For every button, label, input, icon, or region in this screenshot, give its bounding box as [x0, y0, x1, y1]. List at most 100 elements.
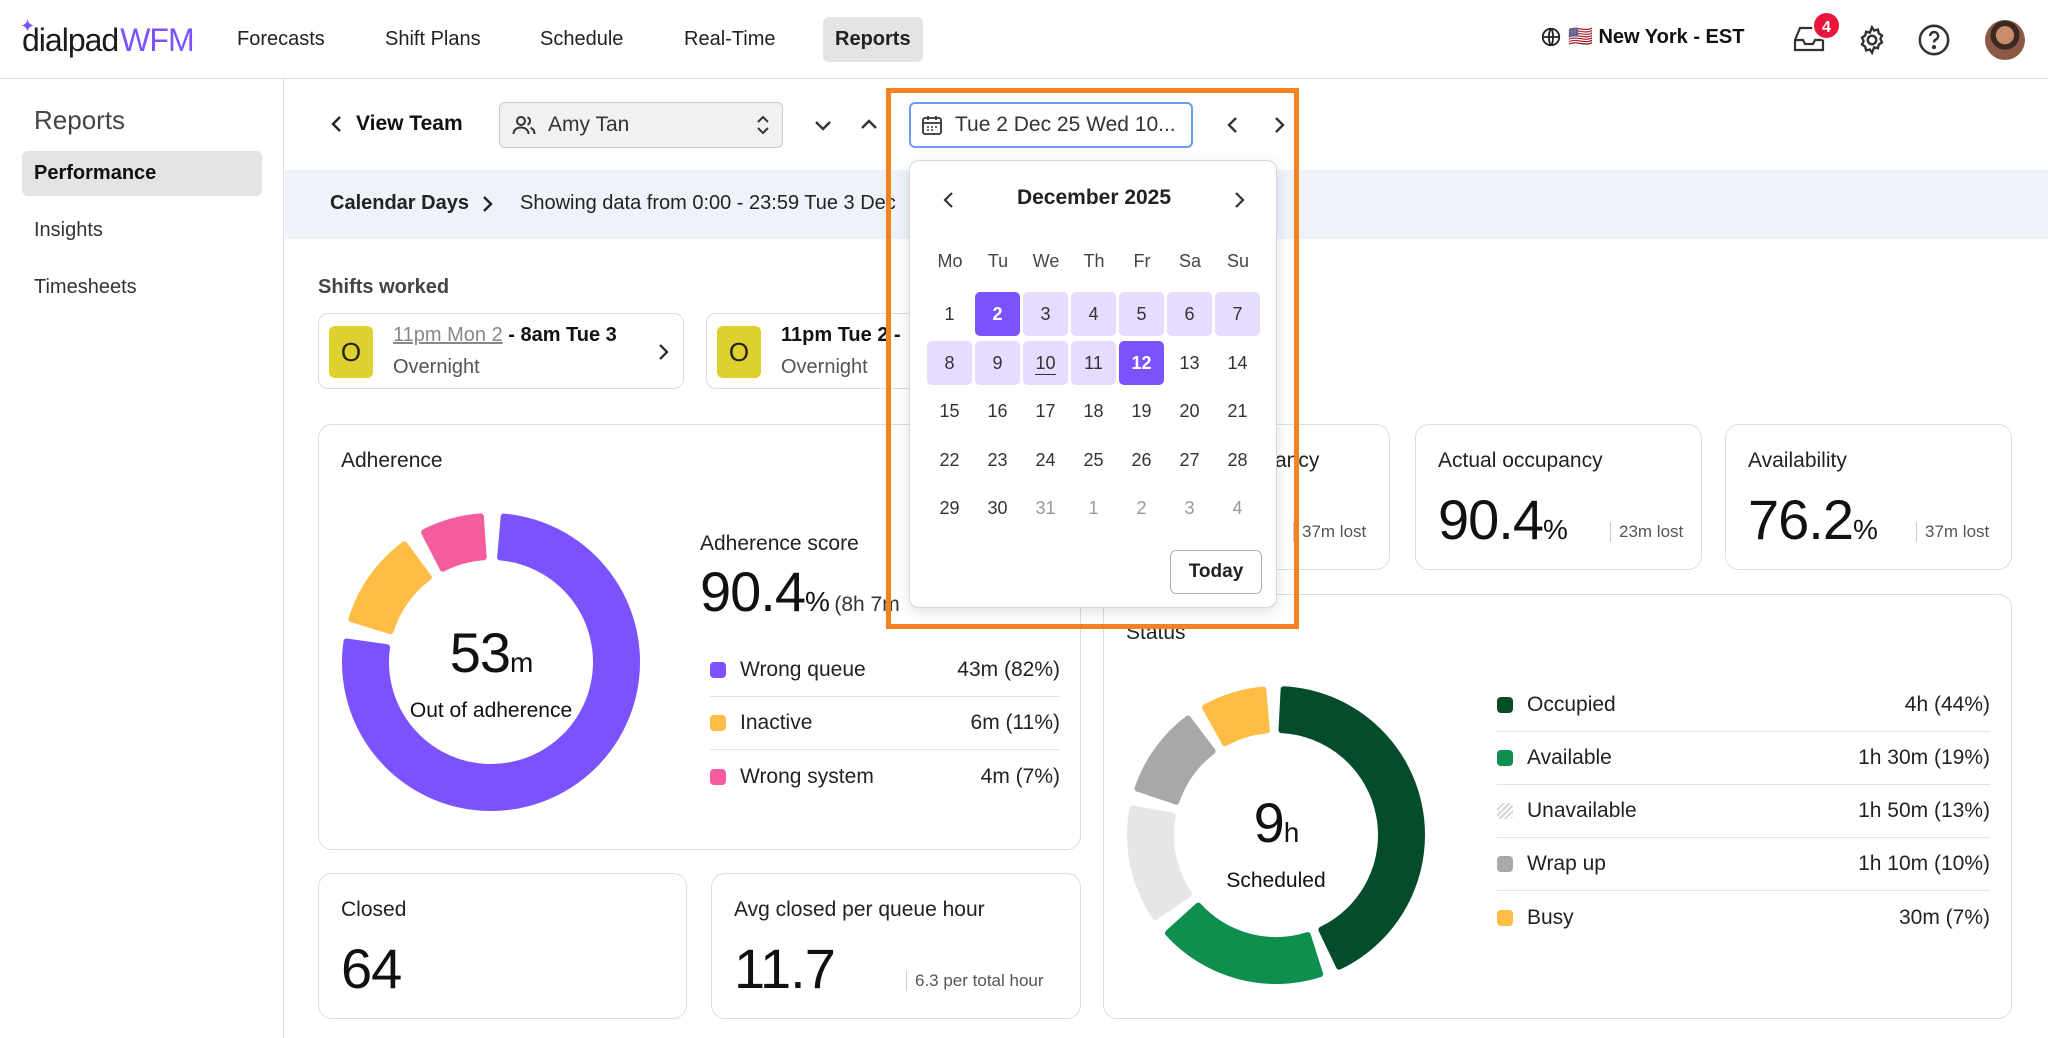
view-team-label: View Team — [356, 112, 463, 135]
calendar-icon — [921, 114, 943, 136]
calendar-day[interactable]: 14 — [1227, 353, 1248, 373]
calendar-day[interactable]: 10 — [1023, 341, 1068, 385]
shift-start-link[interactable]: 11pm Mon 2 — [393, 324, 503, 346]
sidebar-item-insights[interactable]: Insights — [34, 219, 103, 241]
legend-swatch — [710, 662, 726, 678]
view-team-link[interactable]: View Team — [330, 112, 463, 136]
calendar-day[interactable]: 2 — [975, 292, 1020, 336]
shift-start: 11pm Tue 2 - — [781, 324, 901, 346]
calendar-day[interactable]: 6 — [1167, 292, 1212, 336]
chevron-right-icon — [481, 195, 493, 213]
avg-closed-title: Avg closed per queue hour — [734, 898, 985, 921]
legend-row-wrong-queue: Wrong queue 43m (82%) — [710, 644, 1060, 697]
previous-period-icon[interactable] — [1222, 114, 1244, 136]
calendar-day[interactable]: 29 — [939, 498, 960, 518]
status-center-unit: h — [1283, 817, 1300, 848]
calendar-day[interactable]: 5 — [1119, 292, 1164, 336]
legend-label: Wrap up — [1527, 852, 1606, 875]
calendar-day[interactable]: 9 — [975, 341, 1020, 385]
calendar-day[interactable]: 23 — [987, 450, 1008, 470]
team-member-value: Amy Tan — [548, 113, 630, 136]
user-avatar[interactable] — [1985, 20, 2025, 60]
previous-month-icon[interactable] — [940, 190, 958, 210]
legend-row-wrap-up: Wrap up 1h 10m (10%) — [1497, 838, 1990, 891]
calendar-day[interactable]: 21 — [1227, 401, 1248, 421]
calendar-day[interactable]: 4 — [1232, 498, 1243, 518]
legend-swatch — [1497, 909, 1513, 926]
adherence-title: Adherence — [341, 449, 443, 472]
timezone-selector[interactable]: 🇺🇸 New York - EST — [1540, 24, 1744, 49]
users-icon — [512, 114, 536, 136]
legend-label: Inactive — [740, 711, 813, 734]
calendar-day[interactable]: 11 — [1071, 341, 1116, 385]
weekday-tu: Tu — [987, 251, 1009, 271]
adherence-center-label: Out of adherence — [409, 699, 573, 722]
chevron-up-icon[interactable] — [858, 114, 880, 136]
donut-segment-unavailable — [1127, 805, 1193, 921]
calendar-day[interactable]: 22 — [939, 450, 960, 470]
calendar-day[interactable]: 12 — [1119, 341, 1164, 385]
calendar-day[interactable]: 24 — [1035, 450, 1056, 470]
donut-segment-available — [1164, 902, 1324, 984]
actual-occupancy-unit: % — [1543, 514, 1568, 545]
shift-time: 11pm Mon 2 - 8am Tue 3 — [393, 324, 617, 347]
nav-shift-plans[interactable]: Shift Plans — [385, 28, 481, 50]
calendar-day[interactable]: 19 — [1131, 401, 1152, 421]
avg-closed-value: 11.7 — [734, 937, 836, 1000]
calendar-day[interactable]: 25 — [1083, 450, 1104, 470]
sidebar-item-performance[interactable]: Performance — [22, 151, 262, 196]
next-period-icon[interactable] — [1268, 114, 1290, 136]
nav-reports[interactable]: Reports — [823, 17, 923, 62]
legend-swatch — [1497, 803, 1513, 819]
calendar-day[interactable]: 8 — [927, 341, 972, 385]
calendar-day[interactable]: 7 — [1215, 292, 1260, 336]
calendar-days-toggle[interactable]: Calendar Days — [330, 192, 493, 215]
legend-label: Wrong system — [740, 764, 874, 788]
closed-card: Closed 64 — [318, 873, 687, 1019]
highlight-box — [886, 88, 1299, 629]
calendar-day[interactable]: 20 — [1179, 401, 1200, 421]
dialpad-wfm-logo[interactable]: ✦ dialpadWFM — [20, 16, 195, 59]
inbox-icon[interactable] — [1792, 24, 1826, 54]
legend-value: 30m (7%) — [1898, 905, 1990, 929]
reports-sidebar: Reports Performance Insights Timesheets — [0, 79, 284, 1038]
calendar-day[interactable]: 13 — [1179, 353, 1200, 373]
today-button[interactable]: Today — [1170, 550, 1262, 594]
adherence-center-unit: m — [509, 647, 533, 678]
calendar-day[interactable]: 27 — [1179, 450, 1200, 470]
calendar-day[interactable]: 18 — [1083, 401, 1104, 421]
calendar-day[interactable]: 17 — [1035, 401, 1056, 421]
date-range-input[interactable]: Tue 2 Dec 25 Wed 10... — [909, 102, 1193, 148]
shift-end: - 8am Tue 3 — [502, 324, 617, 346]
status-center-label: Scheduled — [1226, 869, 1326, 892]
nav-forecasts[interactable]: Forecasts — [237, 28, 325, 50]
weekday-sa: Sa — [1178, 251, 1202, 271]
calendar-day[interactable]: 1 — [1088, 498, 1099, 518]
calendar-day[interactable]: 16 — [987, 401, 1008, 421]
shift-card[interactable]: O 11pm Tue 2 - Overnight — [706, 313, 916, 389]
chevron-down-icon[interactable] — [812, 114, 834, 136]
shift-card[interactable]: O 11pm Mon 2 - 8am Tue 3 Overnight — [318, 313, 684, 389]
donut-segment-wrong-system — [421, 513, 487, 572]
calendar-day[interactable]: 15 — [939, 401, 960, 421]
gear-icon[interactable] — [1856, 24, 1888, 56]
calendar-day[interactable]: 26 — [1131, 450, 1152, 470]
nav-schedule[interactable]: Schedule — [540, 28, 624, 50]
help-icon[interactable] — [1917, 23, 1951, 57]
adherence-center-value: 53 — [449, 621, 511, 684]
legend-label: Unavailable — [1527, 799, 1637, 822]
calendar-day[interactable]: 30 — [987, 498, 1008, 518]
calendar-day[interactable]: 31 — [1035, 498, 1056, 518]
calendar-day[interactable]: 2 — [1136, 498, 1147, 518]
team-member-select[interactable]: Amy Tan — [499, 102, 783, 148]
calendar-day[interactable]: 3 — [1023, 292, 1068, 336]
calendar-day[interactable]: 4 — [1071, 292, 1116, 336]
calendar-day[interactable]: 3 — [1184, 498, 1195, 518]
weekday-th: Th — [1083, 251, 1105, 271]
nav-real-time[interactable]: Real-Time — [684, 28, 776, 50]
next-month-icon[interactable] — [1230, 190, 1248, 210]
calendar-day[interactable]: 28 — [1227, 450, 1248, 470]
sidebar-item-timesheets[interactable]: Timesheets — [34, 276, 137, 298]
calendar-day[interactable]: 1 — [944, 304, 955, 324]
actual-occupancy-title: Actual occupancy — [1438, 449, 1603, 472]
